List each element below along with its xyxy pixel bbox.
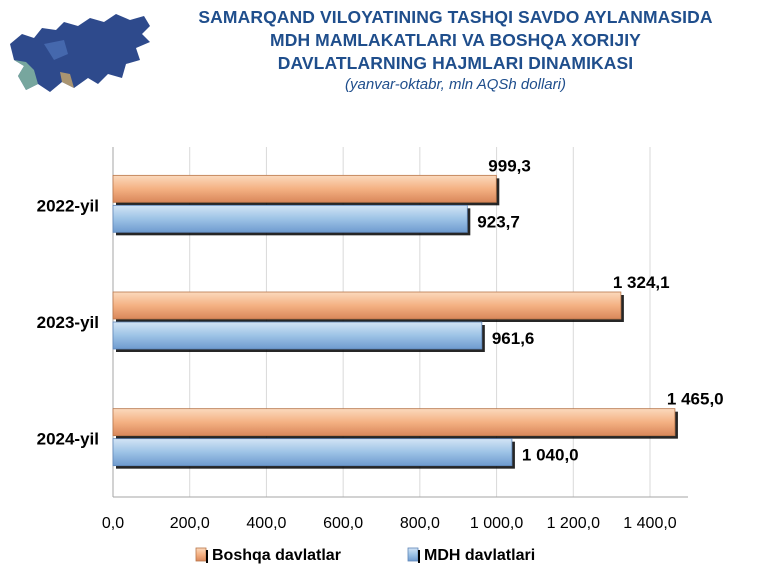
chart-title-line-1: SAMARQAND VILOYATINING TASHQI SAVDO AYLA… xyxy=(198,7,713,27)
chart-title-line-2: MDH MAMLAKATLARI VA BOSHQA XORIJIY xyxy=(270,30,641,50)
x-tick-label: 1 200,0 xyxy=(547,515,600,532)
x-tick-label: 0,0 xyxy=(102,515,124,532)
data-label-mdh: 961,6 xyxy=(492,329,535,348)
legend-boshqa-swatch-shadow xyxy=(206,550,208,563)
data-label-mdh: 1 040,0 xyxy=(522,446,579,465)
data-label-boshqa: 1 465,0 xyxy=(667,390,724,409)
legend-boshqa-swatch xyxy=(195,547,207,562)
title-block: SAMARQAND VILOYATINING TASHQI SAVDO AYLA… xyxy=(150,6,761,95)
x-tick-label: 600,0 xyxy=(323,515,363,532)
category-label: 2023-yil xyxy=(37,313,99,332)
legend-boshqa-label: Boshqa davlatlar xyxy=(212,547,341,564)
data-label-boshqa: 999,3 xyxy=(488,156,531,175)
x-tick-label: 1 400,0 xyxy=(623,515,676,532)
bar-boshqa xyxy=(112,174,497,203)
bar-mdh xyxy=(112,438,513,467)
category-label: 2022-yil xyxy=(37,196,99,215)
legend-mdh-swatch xyxy=(407,547,419,562)
x-tick-label: 1 000,0 xyxy=(470,515,523,532)
data-label-mdh: 923,7 xyxy=(477,212,520,231)
legend-mdh-swatch-shadow xyxy=(418,550,420,563)
x-tick-label: 800,0 xyxy=(400,515,440,532)
bar-boshqa xyxy=(112,408,676,437)
bar-boshqa xyxy=(112,291,622,320)
category-label: 2024-yil xyxy=(37,430,99,449)
x-tick-label: 400,0 xyxy=(246,515,286,532)
legend-mdh-label: MDH davlatlari xyxy=(424,547,535,564)
x-tick-label: 200,0 xyxy=(170,515,210,532)
chart-title-line-3: DAVLATLARNING HAJMLARI DINAMIKASI xyxy=(277,53,634,73)
data-label-boshqa: 1 324,1 xyxy=(613,273,670,292)
chart-subtitle: (yanvar-oktabr, mln AQSh dollari) xyxy=(345,76,566,93)
bar-mdh xyxy=(112,321,483,350)
map-logo xyxy=(10,14,150,92)
bar-mdh xyxy=(112,204,468,233)
